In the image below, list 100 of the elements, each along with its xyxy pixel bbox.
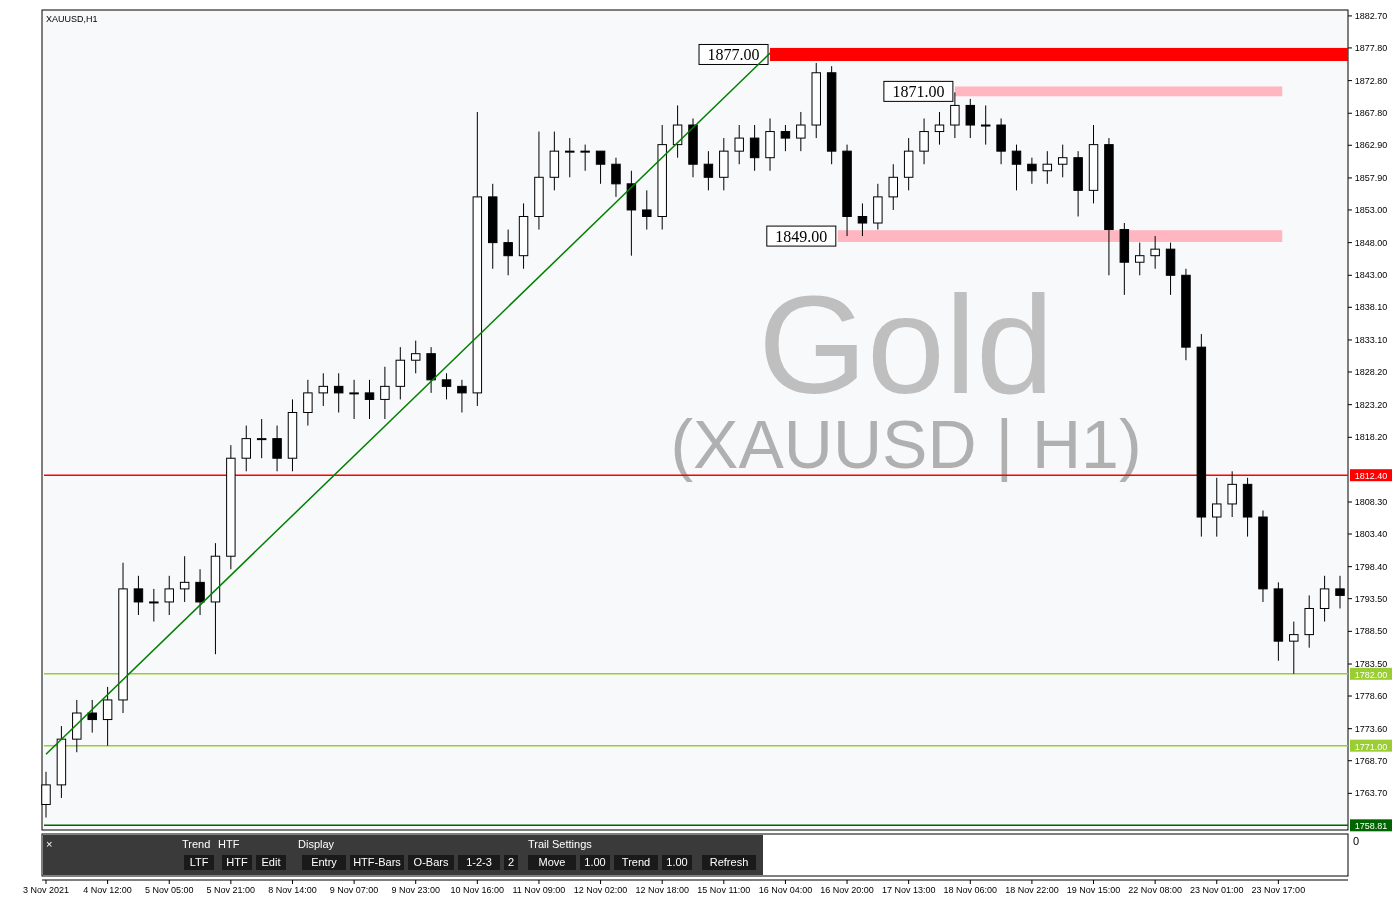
y-tick-label: 1783.50: [1354, 659, 1388, 670]
candlestick: [1212, 477, 1222, 538]
candlestick: [580, 144, 590, 172]
x-tick-label: 16 Nov 04:00: [758, 885, 813, 895]
y-tick-label: 1788.50: [1354, 626, 1388, 637]
candlestick: [503, 229, 513, 276]
x-tick-label: 17 Nov 13:00: [881, 885, 936, 895]
candlestick: [1011, 144, 1022, 191]
candlestick: [1135, 242, 1145, 276]
candlestick: [318, 372, 329, 407]
y-tick-label: 1848.00: [1354, 237, 1388, 248]
ref-line-label: 1771.00: [1354, 741, 1388, 752]
candlestick: [857, 202, 868, 237]
y-tick-label: 1818.20: [1354, 432, 1388, 443]
x-tick-label: 9 Nov 23:00: [391, 885, 440, 895]
y-tick-label: 1763.70: [1354, 788, 1388, 799]
band-label: 1849.00: [775, 228, 828, 246]
candlestick: [441, 372, 452, 400]
y-tick-label: 1872.80: [1354, 75, 1388, 86]
candlestick: [364, 379, 375, 420]
candlestick: [611, 157, 621, 198]
toolbar-panel: × Trend LTF HTF HTF Edit Display Entry HTF-Bars O-Bars 1-2-3 2 Trail Settings Move 1.00 Trend 1.00 Refresh 0: [43, 835, 1360, 875]
y-tick-label: 1867.80: [1354, 108, 1388, 119]
y-tick-label: 1773.60: [1354, 723, 1388, 734]
candlestick: [934, 111, 945, 146]
candlestick: [1319, 575, 1330, 623]
y-tick-label: 1803.40: [1354, 529, 1388, 539]
x-tick-label: 5 Nov 21:00: [206, 885, 256, 895]
y-tick-label: 1857.90: [1354, 172, 1388, 183]
x-tick-label: 18 Nov 06:00: [943, 885, 998, 895]
y-tick-label: 1877.80: [1354, 42, 1388, 53]
candlestick: [888, 163, 898, 211]
candlestick: [102, 686, 113, 747]
candlestick: [333, 372, 344, 413]
candlestick: [133, 575, 144, 616]
x-tick-label: 9 Nov 07:00: [329, 885, 379, 895]
y-tick-label: 1778.60: [1354, 691, 1388, 702]
candlestick: [256, 418, 267, 459]
candlestick: [164, 575, 174, 616]
candlestick: [195, 568, 205, 616]
x-tick-label: 22 Nov 08:00: [1128, 885, 1182, 895]
annotation: XAUUSD,H1: [46, 14, 98, 24]
y-tick-label: 1833.10: [1354, 334, 1388, 345]
band-label: 1877.00: [707, 46, 760, 64]
y-tick-label: 1828.20: [1354, 366, 1388, 377]
candlestick: [1289, 621, 1299, 675]
candlestick: [241, 425, 251, 472]
candlestick: [734, 124, 744, 165]
candlestick: [595, 150, 606, 185]
x-tick-label: 4 Nov 12:00: [83, 885, 132, 895]
x-tick-label: 11 Nov 09:00: [512, 885, 566, 895]
candlestick: [87, 699, 97, 734]
y-tick-label: 1862.90: [1354, 140, 1388, 151]
ref-line-label: 1782.00: [1354, 669, 1388, 680]
x-tick-label: 8 Nov 14:00: [268, 885, 317, 895]
ref-line-label: 1758.81: [1354, 821, 1388, 832]
candlestick: [303, 379, 313, 427]
candlestick: [380, 366, 390, 420]
x-tick-label: 18 Nov 22:00: [1005, 885, 1059, 895]
y-tick-label: 1843.00: [1354, 270, 1388, 281]
x-tick-label: 19 Nov 15:00: [1066, 885, 1121, 895]
y-tick-label: 1808.30: [1354, 496, 1388, 507]
candlestick: [1227, 470, 1237, 518]
x-tick-label: 12 Nov 02:00: [573, 885, 628, 895]
x-tick-label: 23 Nov 01:00: [1189, 885, 1244, 895]
candlestick: [149, 588, 159, 623]
candlestick: [179, 555, 190, 603]
y-tick-label: 1798.40: [1354, 561, 1388, 572]
candlestick: [642, 189, 652, 231]
x-tick-label: 16 Nov 20:00: [820, 885, 874, 895]
candlestick: [796, 111, 806, 152]
x-tick-label: 10 Nov 16:00: [450, 885, 505, 895]
candlestick: [919, 117, 929, 165]
y-tick-label: 1882.70: [1354, 10, 1388, 21]
y-tick-label: 1768.70: [1354, 755, 1388, 766]
candlestick: [349, 379, 359, 420]
candlestick: [410, 340, 421, 374]
candlestick: [457, 379, 467, 413]
y-tick-label: 1793.50: [1354, 593, 1388, 604]
candlestick: [672, 104, 683, 159]
x-tick-label: 12 Nov 18:00: [635, 885, 689, 895]
candlestick: [1042, 150, 1053, 185]
x-tick-label: 3 Nov 2021: [22, 885, 70, 895]
candlestick: [965, 98, 976, 139]
candlestick: [272, 425, 282, 472]
y-tick-label: 1853.00: [1354, 204, 1388, 215]
x-tick-label: 5 Nov 05:00: [144, 885, 194, 895]
y-tick-label: 1823.20: [1354, 399, 1388, 410]
y-tick-label: 1838.10: [1354, 302, 1388, 313]
candlestick: [780, 124, 791, 152]
x-tick-label: 23 Nov 17:00: [1251, 885, 1306, 895]
candlestick: [1150, 235, 1160, 270]
candlestick: [703, 150, 714, 191]
x-tick-label: 15 Nov 11:00: [697, 885, 751, 895]
candlestick: [1335, 575, 1345, 609]
candlestick: [1057, 144, 1068, 178]
candlestick: [1027, 157, 1037, 185]
candlestick: [980, 104, 991, 146]
band-label: 1871.00: [892, 83, 945, 101]
candlestick: [749, 124, 760, 172]
